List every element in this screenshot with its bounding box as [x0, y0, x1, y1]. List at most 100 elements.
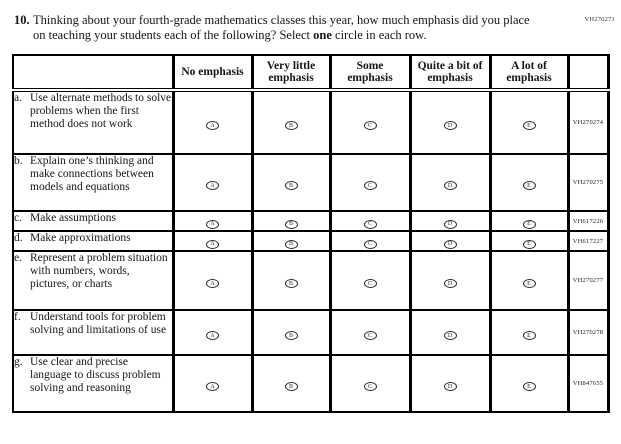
response-oval-c[interactable]: C	[363, 279, 377, 288]
oval-letter: C	[367, 241, 372, 247]
row-label: Explain one’s thinking and make connecti…	[30, 155, 154, 193]
option-cell: E	[488, 250, 570, 311]
option-cell: D	[408, 153, 492, 212]
oval-letter: E	[527, 122, 531, 129]
row-letter: e.	[14, 252, 22, 264]
response-oval-b[interactable]: B	[284, 382, 298, 391]
oval-letter: E	[527, 280, 531, 287]
header-very-little-emphasis: Very little emphasis	[250, 54, 332, 92]
question-text-bold: one	[313, 28, 332, 42]
response-oval-d[interactable]: D	[443, 279, 457, 288]
response-oval-b[interactable]: B	[284, 219, 298, 229]
option-cell: D	[408, 250, 492, 311]
row-letter: d.	[14, 232, 23, 244]
response-oval-b[interactable]: B	[284, 331, 298, 340]
response-oval-b[interactable]: B	[284, 121, 298, 130]
option-cell: D	[408, 89, 492, 155]
oval-letter: B	[288, 221, 293, 227]
response-oval-c[interactable]: C	[363, 382, 377, 391]
response-oval-a[interactable]: A	[206, 382, 219, 391]
response-oval-e[interactable]: E	[522, 382, 536, 391]
response-oval-e[interactable]: E	[522, 121, 536, 130]
response-oval-e[interactable]: E	[522, 279, 536, 288]
row-label-cell: e. Represent a problem situation with num…	[12, 250, 174, 311]
option-cell: A	[171, 250, 254, 311]
row-item-code: VH617227	[566, 230, 610, 252]
response-oval-c[interactable]: C	[363, 121, 377, 130]
header-a-lot-of-emphasis: A lot of emphasis	[488, 54, 570, 92]
oval-letter: E	[527, 332, 531, 339]
question-text-part2: circle in each row.	[331, 28, 427, 42]
table-row: a. Use alternate methods to solve problem…	[12, 89, 610, 155]
row-letter: a.	[14, 92, 22, 104]
row-label-cell: d. Make approximations	[12, 230, 174, 252]
response-oval-a[interactable]: A	[206, 219, 219, 229]
response-oval-e[interactable]: E	[522, 331, 536, 340]
response-oval-c[interactable]: C	[363, 331, 377, 340]
oval-letter: A	[210, 383, 215, 390]
header-no-emphasis: No emphasis	[171, 54, 254, 92]
option-cell: A	[171, 153, 254, 212]
oval-letter: C	[367, 122, 372, 129]
oval-letter: A	[210, 122, 215, 129]
emphasis-response-table: No emphasis Very little emphasis Some em…	[12, 54, 610, 413]
option-cell: D	[408, 354, 492, 413]
header-some-emphasis: Some emphasis	[328, 54, 412, 92]
table-row: c. Make assumptions A B C D E VH617226	[12, 210, 610, 232]
response-oval-d[interactable]: D	[443, 181, 457, 190]
oval-letter: B	[288, 332, 293, 339]
oval-letter: C	[367, 332, 372, 339]
oval-letter: D	[447, 332, 453, 339]
option-cell: A	[171, 230, 254, 252]
response-oval-e[interactable]: E	[522, 239, 536, 249]
response-oval-a[interactable]: A	[206, 331, 219, 340]
response-oval-a[interactable]: A	[206, 121, 219, 130]
option-cell: C	[328, 153, 412, 212]
response-oval-e[interactable]: E	[522, 181, 536, 190]
oval-letter: C	[367, 280, 372, 287]
response-oval-d[interactable]: D	[443, 121, 457, 130]
response-oval-e[interactable]: E	[522, 219, 536, 229]
response-oval-a[interactable]: A	[206, 181, 219, 190]
response-oval-b[interactable]: B	[284, 181, 298, 190]
row-letter: c.	[14, 212, 22, 224]
row-label-cell: c. Make assumptions	[12, 210, 174, 232]
response-oval-a[interactable]: A	[206, 239, 219, 249]
response-oval-d[interactable]: D	[443, 331, 457, 340]
option-cell: B	[250, 309, 332, 356]
row-item-code: VH270275	[566, 153, 610, 212]
oval-letter: D	[447, 280, 453, 287]
response-oval-c[interactable]: C	[363, 219, 377, 229]
header-quite-a-bit-of-emphasis: Quite a bit of emphasis	[408, 54, 492, 92]
row-item-code: VH270274	[566, 89, 610, 155]
oval-letter: E	[527, 221, 531, 227]
row-letter: b.	[14, 155, 23, 167]
row-item-code: VH270278	[566, 309, 610, 356]
row-label: Use clear and precise language to discus…	[30, 356, 161, 394]
response-oval-c[interactable]: C	[363, 181, 377, 190]
option-cell: A	[171, 89, 254, 155]
oval-letter: E	[527, 182, 531, 189]
option-cell: B	[250, 354, 332, 413]
oval-letter: B	[288, 122, 293, 129]
option-cell: C	[328, 309, 412, 356]
oval-letter: B	[288, 182, 293, 189]
response-oval-a[interactable]: A	[206, 279, 219, 288]
question-text-part1: Thinking about your fourth-grade mathema…	[33, 13, 530, 42]
response-oval-c[interactable]: C	[363, 239, 377, 249]
option-cell: B	[250, 250, 332, 311]
response-oval-b[interactable]: B	[284, 279, 298, 288]
header-blank	[12, 54, 174, 92]
response-oval-d[interactable]: D	[443, 219, 457, 229]
table-row: e. Represent a problem situation with num…	[12, 250, 610, 311]
row-letter: g.	[14, 356, 23, 368]
row-label: Use alternate methods to solve problems …	[30, 92, 172, 130]
response-oval-b[interactable]: B	[284, 239, 298, 249]
option-cell: E	[488, 210, 570, 232]
response-oval-d[interactable]: D	[443, 239, 457, 249]
option-cell: D	[408, 309, 492, 356]
response-oval-d[interactable]: D	[443, 382, 457, 391]
row-letter: f.	[14, 311, 21, 323]
oval-letter: A	[210, 221, 215, 227]
oval-letter: A	[210, 241, 215, 247]
